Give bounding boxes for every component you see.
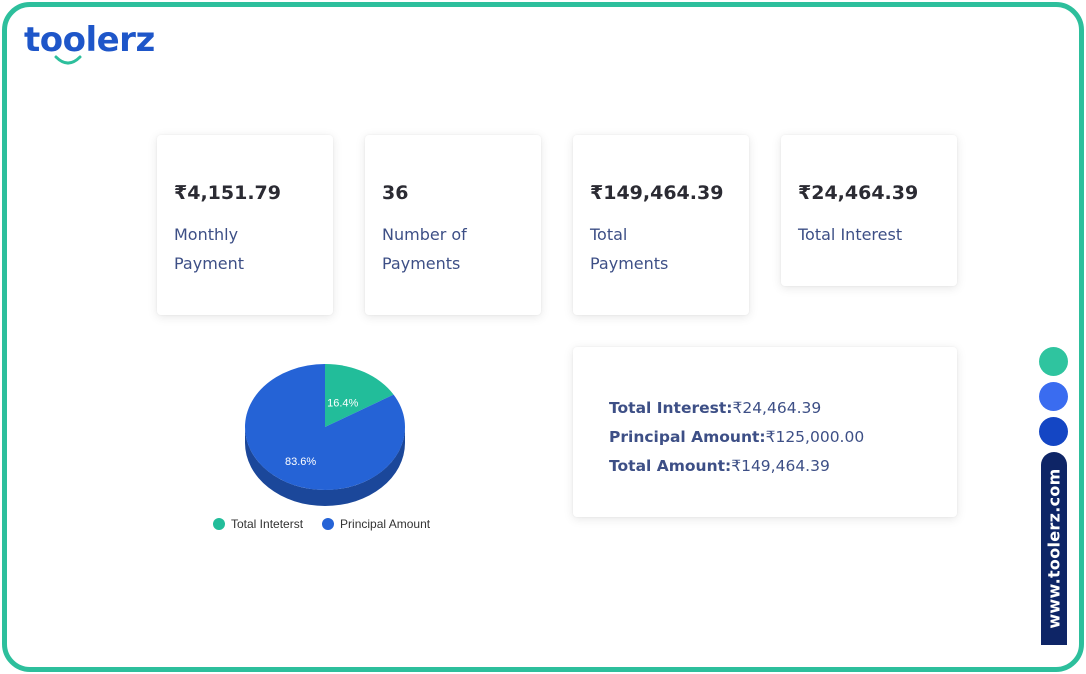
summary-total-label: Total Amount: [609, 457, 732, 475]
legend-item-principal[interactable]: Principal Amount [322, 517, 430, 531]
side-dot-teal [1039, 347, 1068, 376]
total-payments-card: ₹149,464.39 Total Payments [573, 135, 749, 315]
legend-item-interest[interactable]: Total Inteterst [213, 517, 303, 531]
logo-smile-icon [54, 55, 82, 65]
stat-value: ₹4,151.79 [174, 182, 281, 204]
summary-total-value: ₹149,464.39 [731, 457, 830, 475]
total-interest-card: ₹24,464.39 Total Interest [781, 135, 957, 286]
stat-label: Total Payments [590, 225, 669, 273]
logo-text: toolerz [24, 20, 155, 60]
website-banner[interactable]: www.toolerz.com [1041, 452, 1067, 645]
number-of-payments-card: 36 Number of Payments [365, 135, 541, 315]
stat-value: 36 [382, 182, 409, 204]
summary-interest-row: Total Interest:₹24,464.39 [609, 394, 957, 423]
summary-total-row: Total Amount:₹149,464.39 [609, 452, 957, 481]
interest-principal-pie-chart: 16.4% 83.6% [245, 364, 405, 506]
stat-label: Number of Payments [382, 225, 467, 273]
legend-label-principal: Principal Amount [340, 517, 431, 531]
summary-interest-label: Total Interest: [609, 399, 733, 417]
monthly-payment-card: ₹4,151.79 Monthly Payment [157, 135, 333, 315]
summary-principal-label: Principal Amount: [609, 428, 766, 446]
toolerz-logo[interactable]: toolerz [24, 22, 164, 70]
legend-dot-interest [213, 518, 225, 530]
summary-principal-row: Principal Amount:₹125,000.00 [609, 423, 957, 452]
summary-interest-value: ₹24,464.39 [732, 399, 822, 417]
website-url: www.toolerz.com [1044, 468, 1064, 629]
side-dot-blue [1039, 382, 1068, 411]
stat-label: Monthly Payment [174, 225, 245, 273]
legend-dot-principal [322, 518, 335, 530]
summary-card: Total Interest:₹24,464.39 Principal Amou… [573, 347, 957, 517]
pie-slice-principal[interactable] [245, 364, 405, 490]
stat-value: ₹149,464.39 [590, 182, 724, 204]
summary-principal-value: ₹125,000.00 [765, 428, 865, 446]
pie-data-label-interest: 16.4% [327, 397, 358, 409]
stat-label: Total Interest [798, 225, 903, 244]
stat-value: ₹24,464.39 [798, 182, 919, 204]
chart-legend: Total Inteterst Principal Amount [213, 517, 449, 531]
legend-label-interest: Total Inteterst [231, 517, 304, 531]
pie-slice-interest[interactable] [325, 364, 394, 427]
side-dots [1039, 347, 1068, 452]
side-dot-dark-blue [1039, 417, 1068, 446]
pie-side-depth [245, 427, 405, 506]
pie-data-label-principal: 83.6% [285, 456, 316, 468]
